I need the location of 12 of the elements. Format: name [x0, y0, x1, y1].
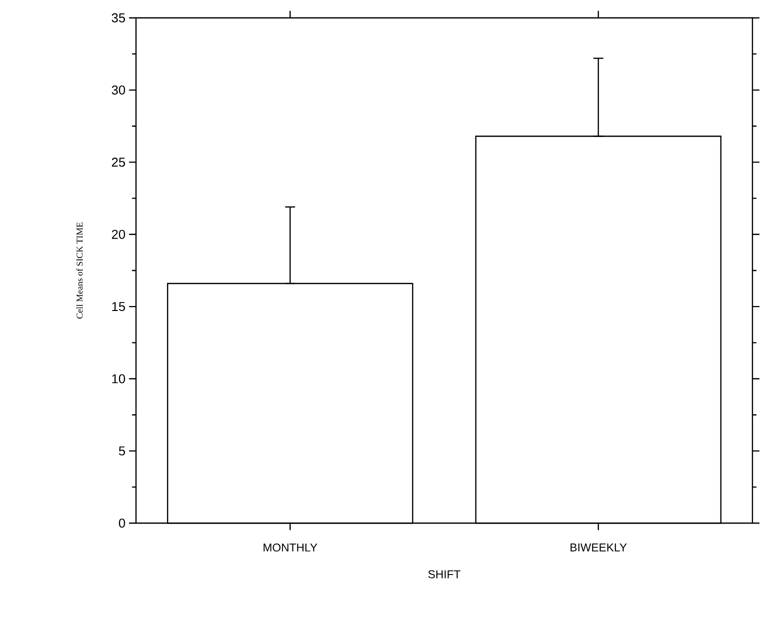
- x-tick-label: MONTHLY: [264, 543, 318, 552]
- y-tick-label: 0: [118, 518, 126, 528]
- x-axis-title: SHIFT: [428, 570, 460, 578]
- y-tick-label: 15: [112, 302, 126, 311]
- y-tick-label: 25: [112, 157, 126, 167]
- x-tick-label: BIWEEKLY: [570, 543, 627, 552]
- y-tick-label: 20: [112, 230, 126, 239]
- y-tick-label: 30: [112, 85, 126, 94]
- y-tick-label: 10: [112, 374, 126, 384]
- y-axis-title: Cell Means of SICK TIME: [76, 222, 83, 318]
- y-tick-label: 5: [118, 446, 126, 456]
- y-tick-label: 35: [112, 13, 126, 22]
